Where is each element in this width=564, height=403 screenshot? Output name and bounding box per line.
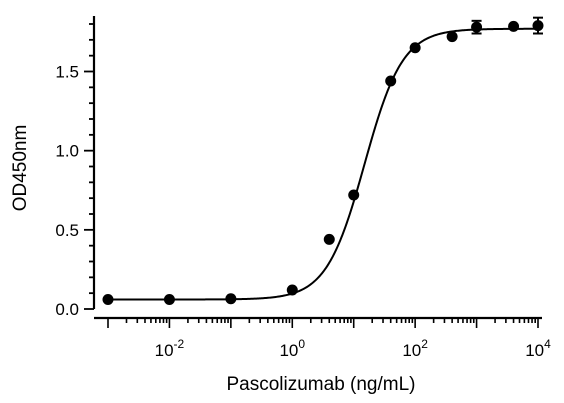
x-axis-label: Pascolizumab (ng/mL) (226, 374, 415, 395)
data-point (286, 284, 298, 296)
data-point (102, 294, 114, 305)
data-point (163, 294, 175, 305)
x-axis: 10-2 100 102 104 (94, 316, 551, 360)
data-point (385, 75, 397, 87)
data-point (348, 189, 360, 201)
x-tick-label: 10-2 (155, 337, 185, 360)
data-point (446, 31, 458, 43)
x-tick-label: 102 (402, 337, 428, 360)
fit-curve (108, 27, 538, 301)
y-tick-label: 1.0 (55, 142, 79, 161)
y-axis-label: OD450nm (10, 125, 31, 212)
fit-curve-layer (108, 27, 538, 301)
data-points-layer (102, 16, 544, 305)
data-point (508, 20, 520, 32)
data-point (225, 293, 237, 305)
y-tick-label: 0.0 (55, 300, 79, 319)
x-tick-label: 104 (525, 337, 551, 360)
y-axis: 0.0 0.5 1.0 1.5 (55, 16, 96, 319)
y-tick-label: 1.5 (55, 63, 79, 82)
data-point (532, 20, 544, 32)
data-point (409, 42, 421, 54)
x-tick-label: 100 (279, 337, 305, 360)
y-tick-label: 0.5 (55, 221, 79, 240)
data-point (471, 21, 483, 33)
data-point (323, 233, 335, 245)
